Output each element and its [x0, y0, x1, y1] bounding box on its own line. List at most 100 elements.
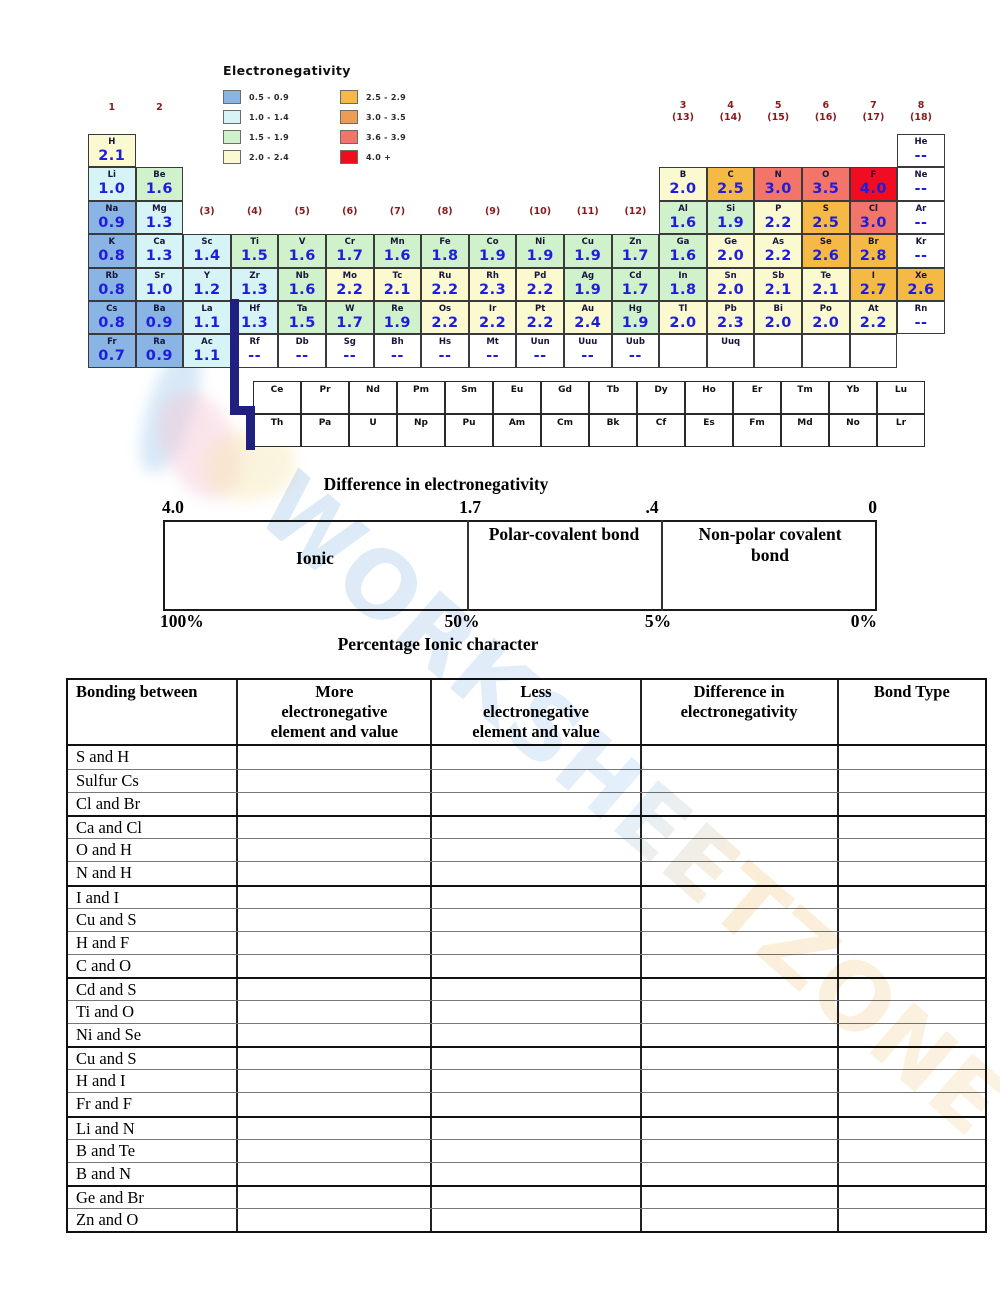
element-symbol: Ti [250, 237, 259, 248]
lanthanide-cell-Ce: Ce [253, 381, 301, 414]
element-cell-Tl: Tl 2.0 [659, 301, 707, 335]
element-value: -- [295, 348, 309, 365]
legend-swatch [340, 150, 358, 164]
f-block-connector [230, 406, 255, 415]
element-value: -- [343, 348, 357, 365]
element-value: 2.5 [812, 214, 840, 231]
element-value: 1.6 [669, 248, 697, 265]
element-value: 1.2 [193, 281, 221, 298]
element-cell-Tc: Tc 2.1 [373, 267, 422, 301]
answer-cell [238, 1001, 433, 1024]
element-cell-La: La 1.1 [183, 301, 231, 335]
table-row: C and O [68, 953, 985, 977]
element-symbol: C [727, 170, 734, 181]
actinide-cell-Pa: Pa [301, 414, 349, 447]
answer-cell [839, 862, 985, 884]
legend-item: 1.0 - 1.4 [223, 107, 340, 127]
element-value: 1.8 [669, 281, 697, 298]
element-value: -- [438, 348, 452, 365]
group-label-2: 2 [156, 102, 163, 113]
answer-cell [432, 1162, 642, 1185]
element-cell-Na: Na 0.9 [88, 200, 136, 235]
answer-cell [642, 770, 839, 793]
element-symbol: Fm [749, 418, 765, 428]
scale-pct-50: 50% [444, 611, 480, 631]
element-value: 1.7 [336, 248, 364, 265]
element-value: 2.2 [479, 315, 507, 331]
group-label-(3): (3) [199, 206, 215, 217]
answer-cell [432, 839, 642, 862]
answer-cell [238, 954, 433, 977]
group-label-(10): (10) [529, 206, 552, 217]
element-cell-Pb: Pb 2.3 [706, 301, 755, 335]
answer-cell [238, 1117, 433, 1139]
element-cell-Pt: Pt 2.2 [516, 301, 564, 335]
element-symbol: Mg [152, 203, 167, 214]
element-cell-Mg: Mg 1.3 [135, 200, 184, 235]
bonding-pair-label: N and H [68, 862, 239, 885]
element-symbol [803, 335, 849, 337]
element-cell-blank [659, 334, 707, 368]
element-symbol: Na [105, 203, 119, 214]
answer-cell [839, 979, 985, 1000]
element-cell-Cl: Cl 3.0 [849, 200, 898, 235]
element-cell-Re: Re 1.9 [373, 301, 422, 335]
legend-swatch [223, 150, 241, 164]
element-cell-Fr: Fr 0.7 [88, 334, 136, 368]
element-value: 1.3 [241, 315, 269, 331]
element-symbol [660, 335, 706, 337]
element-symbol: Cm [557, 418, 573, 428]
element-value: 2.4 [574, 315, 602, 331]
element-symbol: Mo [342, 270, 357, 281]
element-cell-Cr: Cr 1.7 [326, 234, 374, 268]
table-row: Cl and Br [68, 792, 985, 816]
element-cell-Po: Po 2.0 [802, 301, 850, 335]
element-symbol: P [775, 203, 782, 214]
element-value: 1.9 [383, 315, 411, 331]
bonding-pair-label: Ca and Cl [68, 817, 239, 839]
element-value: 3.0 [859, 214, 887, 231]
element-value: 0.9 [145, 315, 173, 331]
element-symbol: Ba [153, 304, 166, 314]
element-symbol: Dy [654, 385, 668, 395]
element-value: 2.3 [479, 281, 507, 298]
column-header: More electronegative element and value [238, 680, 433, 744]
answer-cell [432, 817, 642, 839]
element-cell-Hg: Hg 1.9 [611, 301, 660, 335]
element-symbol: K [108, 237, 116, 248]
lanthanide-cell-Sm: Sm [445, 381, 493, 414]
element-value: 1.7 [336, 315, 364, 331]
answer-cell [432, 1208, 642, 1231]
legend-item: 4.0 + [340, 147, 457, 167]
element-value: 1.7 [621, 248, 649, 265]
element-symbol: I [871, 270, 875, 281]
legend-range-label: 2.0 - 2.4 [249, 152, 289, 162]
element-symbol: Pd [534, 270, 547, 281]
element-cell-blank [754, 334, 802, 368]
element-symbol: As [772, 237, 784, 248]
answer-cell [839, 1048, 985, 1069]
element-symbol: Hs [438, 337, 452, 348]
element-symbol [755, 335, 801, 337]
answer-cell [839, 1070, 985, 1092]
element-symbol: Th [270, 418, 284, 428]
element-cell-Uun: Uun -- [516, 334, 564, 368]
element-symbol: Cl [868, 203, 878, 214]
answer-cell [642, 839, 839, 862]
element-value: 3.0 [764, 181, 792, 198]
bonding-pair-label: O and H [68, 839, 239, 862]
answer-cell [642, 1186, 839, 1208]
answer-cell [642, 1139, 839, 1162]
element-symbol: Cf [655, 418, 667, 428]
actinide-cell-Lr: Lr [877, 414, 925, 447]
element-value: -- [628, 348, 642, 365]
table-row: Zn and O [68, 1207, 985, 1231]
actinide-cell-Fm: Fm [733, 414, 781, 447]
legend-range-label: 1.0 - 1.4 [249, 112, 289, 122]
legend-range-label: 4.0 + [366, 152, 392, 162]
scale-divider [661, 520, 663, 611]
bond-type-box [163, 520, 877, 611]
element-value: -- [486, 348, 500, 365]
element-symbol: H [108, 137, 116, 147]
